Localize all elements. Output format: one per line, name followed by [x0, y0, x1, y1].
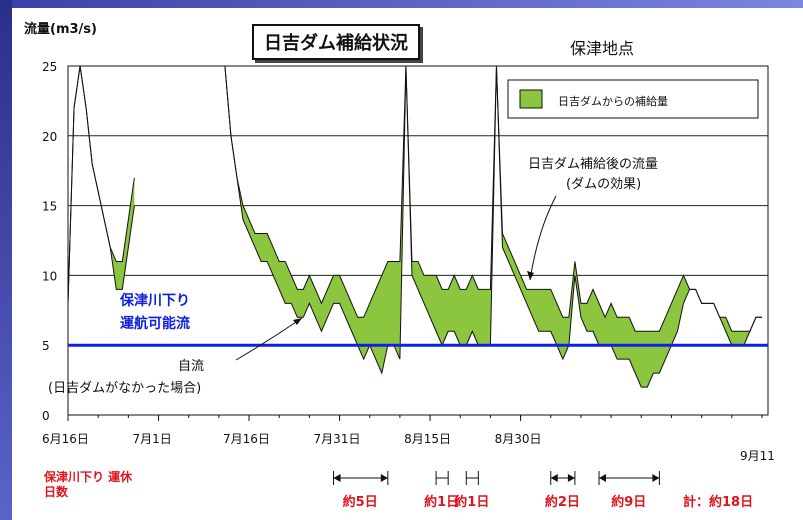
annotation-arrowhead-natural [293, 318, 302, 325]
suspension-arrowhead [380, 474, 388, 482]
y-tick-label: 25 [42, 60, 57, 74]
suspension-arrowhead [333, 474, 341, 482]
station-label: 保津地点 [570, 39, 635, 58]
x-tick-label: 6月16日 [42, 432, 89, 446]
suspension-days-value: 約1日 [424, 494, 459, 510]
x-tick-label: 7月16日 [223, 432, 270, 446]
x-tick-label: 7月31日 [314, 432, 361, 446]
annotation-natural-line2: (日吉ダムがなかった場合) [48, 381, 201, 396]
suspension-days-label: 保津川下り 運休日数 [44, 470, 133, 499]
suspension-arrowhead [652, 474, 660, 482]
y-tick-label: 5 [42, 339, 50, 353]
x-tick-label: 8月30日 [495, 432, 542, 446]
threshold-label-line1: 保津川下り [119, 292, 190, 309]
top-decor-strip [0, 0, 803, 8]
annotation-natural-line1: 自流 [178, 359, 204, 374]
suspension-days-value: 約2日 [545, 494, 580, 510]
chart-title: 日吉ダム補給状況 [252, 24, 420, 60]
annotation-arrow-regulated [529, 195, 557, 281]
x-tick-label: 8月15日 [404, 432, 451, 446]
legend-label: 日吉ダムからの補給量 [558, 94, 668, 108]
y-tick-label: 0 [42, 409, 50, 423]
suspension-total: 計：約18日 [683, 494, 753, 510]
y-tick-label: 20 [42, 130, 57, 144]
suspension-days-value: 約9日 [611, 494, 646, 510]
legend-box [507, 79, 759, 119]
x-tick-label: 7月1日 [133, 432, 172, 446]
annotation-arrowhead-regulated [527, 271, 534, 280]
series-line-natural [224, 65, 762, 388]
x-axis-end-label: 9月11 [740, 449, 775, 463]
series-line-regulated [224, 65, 762, 332]
threshold-label-line2: 運航可能流 [120, 315, 190, 332]
suspension-days-value: 約5日 [343, 494, 378, 510]
annotation-regulated-line2: (ダムの効果) [566, 177, 641, 192]
y-tick-label: 10 [42, 269, 57, 283]
y-axis-label: 流量(m3/s) [24, 22, 97, 37]
annotation-regulated-line1: 日吉ダム補給後の流量 [528, 157, 658, 172]
suspension-days-value: 約1日 [454, 494, 489, 510]
suspension-arrowhead [550, 474, 558, 482]
suspension-arrowhead [599, 474, 607, 482]
left-decor-strip [0, 0, 12, 520]
y-tick-label: 15 [42, 200, 57, 214]
legend-swatch [519, 89, 543, 109]
suspension-arrowhead [567, 474, 575, 482]
series-line-natural [67, 65, 135, 304]
